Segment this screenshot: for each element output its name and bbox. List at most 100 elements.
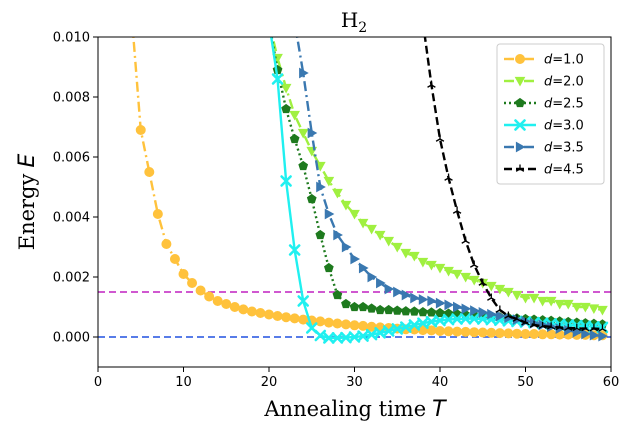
data-point [204, 291, 215, 302]
data-point [332, 318, 343, 329]
data-point [238, 304, 249, 315]
data-point [538, 321, 547, 330]
data-point [265, 18, 274, 27]
chart-title: H2 [341, 8, 367, 36]
data-point [314, 329, 327, 342]
data-point [494, 284, 506, 295]
data-point [598, 324, 607, 332]
data-point [272, 311, 283, 321]
data-point [444, 173, 453, 181]
data-point [265, 18, 274, 26]
legend-item: d=2.5 [504, 97, 584, 112]
data-point [135, 125, 146, 135]
data-point [494, 328, 505, 339]
data-point [503, 287, 514, 298]
data-point [461, 236, 470, 244]
data-point [487, 293, 496, 301]
data-point [528, 293, 540, 304]
data-point [366, 224, 377, 235]
data-point [324, 208, 335, 220]
x-tick-label: 40 [432, 375, 449, 390]
data-point [384, 283, 395, 295]
data-point [401, 289, 412, 301]
series-line [271, 37, 603, 312]
data-point [477, 327, 488, 338]
data-point [555, 322, 564, 331]
data-point [280, 83, 292, 94]
data-point [485, 281, 497, 292]
data-point [514, 76, 526, 87]
data-point [400, 306, 411, 316]
data-point [400, 248, 412, 259]
legend-label: d=2.0 [544, 75, 584, 90]
data-point [341, 241, 352, 253]
legend-label: d=3.5 [544, 141, 584, 156]
data-point [444, 299, 455, 311]
data-point [537, 296, 548, 307]
data-point [468, 312, 480, 325]
x-tick-label: 0 [94, 375, 102, 390]
data-point [451, 269, 463, 280]
legend-label: d=2.5 [544, 97, 584, 112]
x-tick-label: 60 [603, 375, 620, 390]
data-point [520, 293, 531, 304]
data-point [291, 18, 299, 27]
data-point [554, 299, 566, 310]
data-point [315, 229, 326, 240]
data-point [306, 193, 317, 204]
x-tick-label: 20 [261, 375, 278, 390]
data-point [588, 304, 600, 315]
data-point [468, 275, 480, 286]
data-point [178, 269, 189, 279]
data-point [442, 313, 455, 326]
data-point [152, 209, 163, 219]
data-point [383, 236, 395, 247]
data-point [443, 266, 454, 277]
data-point [597, 305, 608, 316]
data-point [340, 319, 351, 330]
data-point [331, 332, 344, 344]
data-point [187, 278, 198, 288]
data-point [529, 329, 540, 339]
legend-item: d=2.0 [504, 75, 584, 90]
data-point [515, 97, 525, 108]
data-point [486, 327, 497, 338]
data-point [520, 329, 531, 339]
data-point [349, 209, 360, 220]
data-point [419, 18, 427, 25]
data-point [443, 308, 454, 318]
data-point [581, 324, 590, 332]
data-point [581, 328, 591, 340]
data-point [393, 286, 403, 298]
data-point [459, 312, 472, 325]
data-point [451, 313, 463, 325]
data-point [564, 323, 573, 331]
data-point [469, 327, 480, 338]
data-point [598, 330, 608, 342]
data-point [289, 133, 300, 144]
data-point [460, 272, 471, 283]
y-tick-label: 0.004 [53, 211, 90, 226]
data-point [297, 128, 309, 139]
y-tick-label: 0.000 [53, 331, 90, 346]
data-point [427, 295, 437, 307]
data-point [367, 271, 378, 283]
series-d=1.0 [132, 37, 608, 341]
data-point [289, 110, 300, 121]
x-tick-label: 50 [517, 375, 534, 390]
series-d=4.5 [419, 18, 607, 332]
data-point [427, 80, 436, 88]
legend-label: d=3.0 [544, 119, 584, 134]
data-point [409, 306, 420, 316]
data-point [478, 278, 487, 286]
data-point [264, 309, 274, 320]
data-point [392, 305, 403, 315]
data-point [323, 317, 334, 328]
x-tick-label: 10 [175, 375, 192, 390]
data-point [521, 318, 530, 326]
data-point [358, 262, 369, 274]
data-point [571, 302, 583, 313]
data-point [229, 302, 240, 312]
data-point [478, 307, 489, 318]
